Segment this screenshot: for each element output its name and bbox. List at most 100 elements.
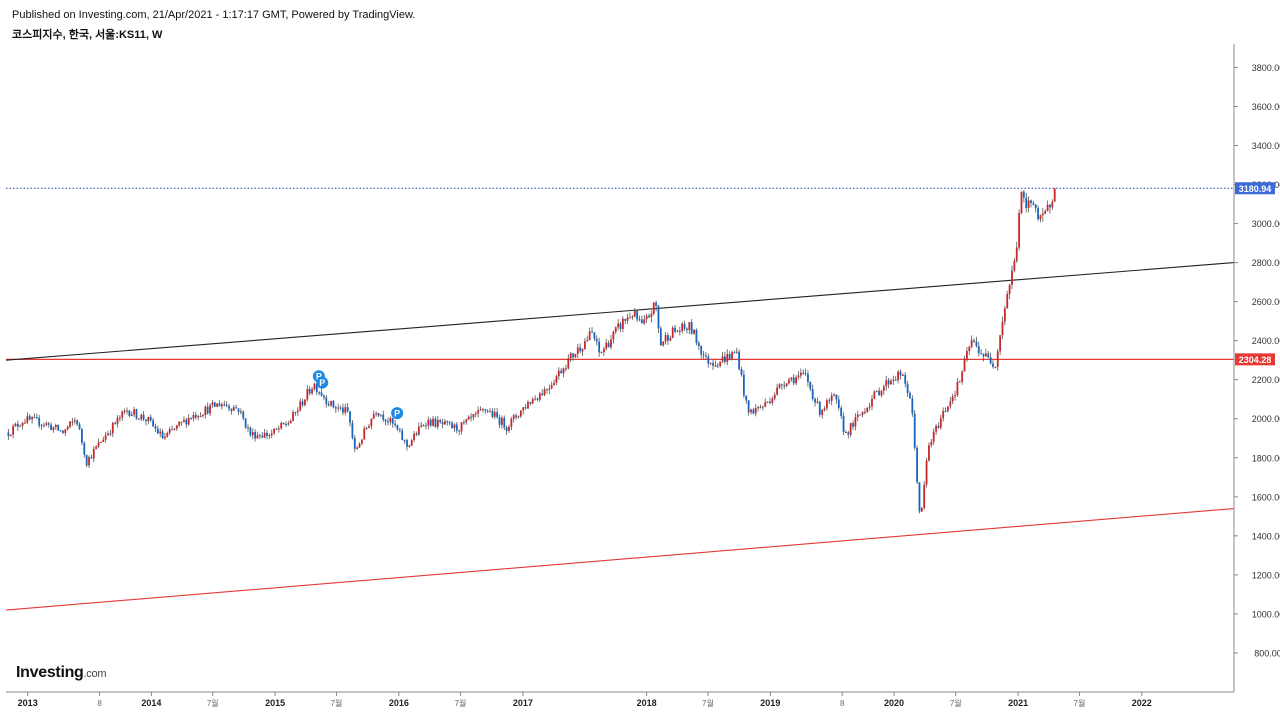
candle-up xyxy=(557,370,560,377)
candle-up xyxy=(427,419,430,426)
candle-down xyxy=(470,416,472,418)
candle-up xyxy=(882,386,885,391)
x-tick-label: 7월 xyxy=(331,698,343,708)
candle-down xyxy=(572,353,574,358)
candle-up xyxy=(425,425,427,427)
candle-up xyxy=(420,425,423,427)
candle-up xyxy=(954,395,956,397)
candle-up xyxy=(294,411,297,413)
candle-down xyxy=(434,418,437,427)
candle-up xyxy=(631,316,634,318)
candle-down xyxy=(228,405,230,409)
candle-down xyxy=(254,432,257,439)
candle-up xyxy=(880,390,883,396)
candle-up xyxy=(664,335,667,342)
candle-up xyxy=(460,422,463,432)
candle-up xyxy=(304,399,306,406)
candle-layer xyxy=(7,188,1056,514)
candle-up xyxy=(121,411,124,418)
candle-down xyxy=(624,318,627,321)
candle-down xyxy=(398,429,401,431)
candle-up xyxy=(935,425,937,432)
candle-up xyxy=(26,416,29,423)
candle-down xyxy=(980,353,983,355)
candle-up xyxy=(71,421,74,423)
candle-down xyxy=(678,330,681,332)
candle-up xyxy=(605,342,608,349)
candle-up xyxy=(754,407,757,414)
candle-down xyxy=(415,433,418,435)
candle-up xyxy=(963,358,966,372)
candle-up xyxy=(999,335,1002,352)
candle-up xyxy=(849,423,852,435)
candle-up xyxy=(693,329,695,334)
y-tick-label: 3000.00 xyxy=(1252,219,1280,229)
candle-down xyxy=(38,417,41,426)
candle-up xyxy=(365,427,368,429)
candle-down xyxy=(565,368,567,370)
candle-up xyxy=(534,398,536,400)
candle-up xyxy=(1039,215,1042,220)
candle-up xyxy=(66,426,69,430)
candle-down xyxy=(47,423,50,425)
candle-up xyxy=(795,377,797,384)
candle-down xyxy=(156,428,159,434)
candle-up xyxy=(527,401,529,409)
candle-down xyxy=(484,409,487,411)
candle-up xyxy=(676,330,679,332)
candle-down xyxy=(593,332,596,339)
candle-up xyxy=(584,341,586,350)
candle-up xyxy=(961,371,964,382)
candle-up xyxy=(951,396,954,402)
candle-up xyxy=(123,410,126,412)
candle-down xyxy=(406,440,408,447)
x-tick-label: 2018 xyxy=(637,698,657,708)
candle-down xyxy=(446,421,449,423)
candle-down xyxy=(323,395,325,398)
candle-down xyxy=(242,411,245,419)
candle-up xyxy=(531,399,534,404)
candle-up xyxy=(617,323,620,328)
candle-up xyxy=(757,407,760,409)
current-price-badge-label: 3180.94 xyxy=(1239,184,1272,194)
candle-down xyxy=(384,419,387,422)
x-tick-label: 7월 xyxy=(950,698,962,708)
candle-down xyxy=(491,411,494,417)
candle-down xyxy=(403,440,406,442)
candle-up xyxy=(270,433,273,436)
candle-down xyxy=(686,328,688,331)
candle-down xyxy=(142,414,145,420)
candle-up xyxy=(1051,201,1054,208)
x-tick-label: 2019 xyxy=(760,698,780,708)
candle-down xyxy=(1037,208,1039,220)
candle-down xyxy=(894,379,897,381)
candle-up xyxy=(958,381,961,383)
candle-down xyxy=(128,410,131,416)
candle-up xyxy=(897,371,900,381)
candle-down xyxy=(700,345,703,355)
candle-down xyxy=(161,431,164,439)
candle-up xyxy=(493,412,496,417)
candle-up xyxy=(313,383,316,390)
candle-down xyxy=(837,399,840,408)
candle-up xyxy=(368,426,370,428)
price-badges: 3180.94 2304.28 xyxy=(1235,182,1275,366)
candle-up xyxy=(574,353,577,358)
candle-up xyxy=(714,365,717,367)
candle-up xyxy=(133,409,136,415)
candle-up xyxy=(1003,308,1006,322)
candle-up xyxy=(650,314,653,318)
x-axis-ticks: 2013 8 2014 7월 2015 7월 2016 7월 2017 2018 7월 2019 8 20… xyxy=(18,692,1152,708)
candle-up xyxy=(489,411,491,413)
candle-down xyxy=(315,383,318,393)
candle-up xyxy=(776,387,779,395)
candle-down xyxy=(792,377,795,384)
candle-up xyxy=(928,445,930,461)
candle-down xyxy=(145,419,147,422)
candle-up xyxy=(1013,260,1016,271)
candle-up xyxy=(474,413,477,415)
x-tick-label: 7월 xyxy=(207,698,219,708)
candle-up xyxy=(273,428,276,434)
investing-logo: Investing.com xyxy=(16,664,106,682)
